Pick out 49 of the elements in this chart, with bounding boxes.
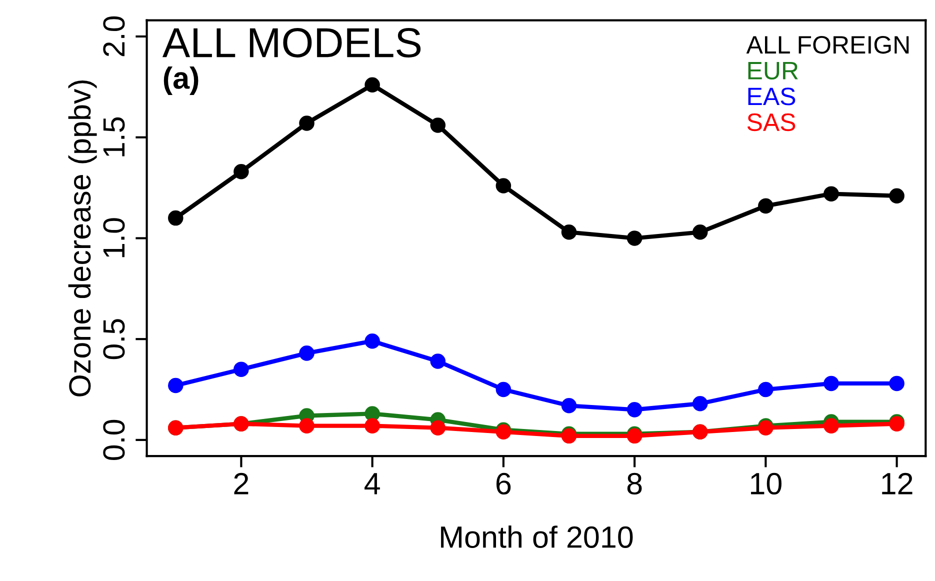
point [758,382,774,398]
y-tick-label: 0.0 [103,420,125,460]
point [364,77,380,93]
x-tick-label: 6 [496,472,511,494]
point [430,118,446,133]
point [824,418,839,434]
x-tick-label: 8 [627,472,642,494]
x-tick-label: 4 [364,473,380,494]
point [299,418,314,434]
point [824,186,839,202]
point [692,224,708,240]
x-tick-label: 12 [882,472,912,494]
y-tick-label: 2.0 [103,16,125,56]
y-axis-title: Ozone decrease (ppbv) [68,80,97,396]
y-tick-label: 1.5 [103,117,125,156]
point [561,224,577,240]
point [234,362,249,377]
point [889,188,904,204]
point [824,376,839,392]
point [299,116,314,131]
point [496,424,512,440]
x-tick-label: 2 [234,472,248,494]
point [692,396,708,412]
annotation: ALL MODELS [162,28,421,58]
point [430,420,446,436]
point [364,418,380,434]
point [626,230,642,246]
point [234,164,249,180]
point [496,178,512,194]
text: ALL FOREIGN [746,36,909,54]
point [299,346,314,361]
text: EUR [748,62,798,80]
point [364,333,380,349]
point [889,376,904,392]
point [496,382,512,398]
text: EAS [748,88,796,106]
x-axis-title: Month of 2010 [441,526,633,548]
y-tick-label: 0.5 [103,319,125,360]
point [561,398,577,414]
point [168,378,184,394]
point [430,354,446,369]
point [168,210,184,226]
point [758,198,774,214]
point [626,402,642,418]
annotation: (a) [164,66,198,95]
x-tick-label: 10 [751,472,782,494]
point [364,406,380,422]
text: SAS [747,113,796,132]
y-tick-label: 1.0 [103,218,125,258]
